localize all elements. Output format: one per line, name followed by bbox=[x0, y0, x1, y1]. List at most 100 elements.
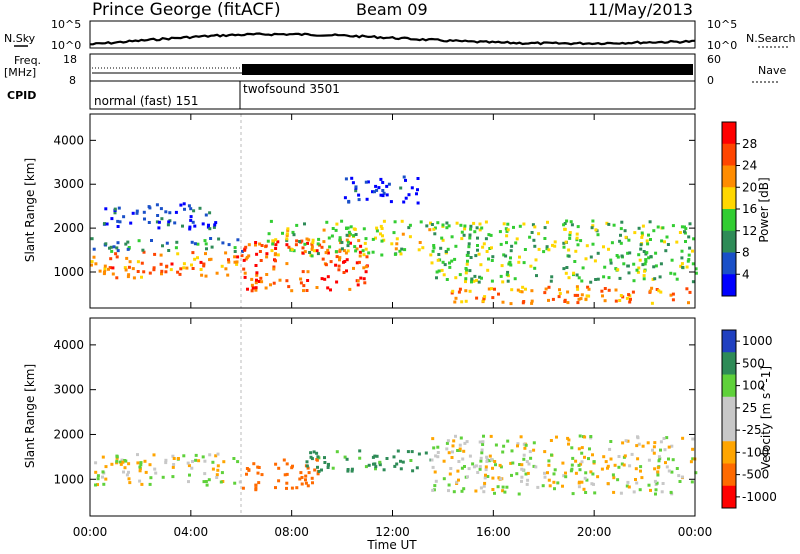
data-cell bbox=[316, 455, 320, 459]
data-cell bbox=[197, 459, 201, 463]
data-cell bbox=[530, 289, 534, 293]
data-cell bbox=[486, 268, 490, 272]
data-cell bbox=[216, 464, 220, 468]
data-cell bbox=[591, 453, 594, 457]
data-cell bbox=[689, 460, 693, 464]
data-cell bbox=[306, 241, 309, 245]
nave-tick-bottom: 0 bbox=[707, 74, 714, 87]
data-cell bbox=[401, 232, 405, 236]
data-cell bbox=[155, 203, 159, 207]
data-cell bbox=[354, 233, 358, 236]
data-cell bbox=[295, 223, 299, 227]
data-cell bbox=[290, 486, 294, 490]
data-cell bbox=[428, 228, 432, 232]
data-cell bbox=[457, 460, 461, 463]
data-cell bbox=[276, 253, 280, 257]
data-cell bbox=[432, 488, 436, 492]
data-cell bbox=[493, 491, 496, 495]
data-cell bbox=[321, 257, 325, 261]
data-cell bbox=[205, 483, 209, 487]
data-cell bbox=[312, 249, 316, 253]
data-cell bbox=[563, 222, 567, 225]
beam-title: Beam 09 bbox=[356, 0, 428, 19]
data-cell bbox=[587, 287, 591, 291]
data-cell bbox=[557, 295, 561, 299]
data-cell bbox=[176, 270, 180, 274]
data-cell bbox=[154, 471, 158, 475]
data-cell bbox=[665, 436, 669, 440]
data-cell bbox=[124, 459, 128, 463]
data-cell bbox=[316, 465, 319, 469]
data-cell bbox=[445, 441, 449, 445]
freq-tick-bottom: 8 bbox=[69, 74, 76, 87]
data-cell bbox=[687, 301, 690, 305]
colorbar-swatch bbox=[722, 209, 736, 232]
data-cell bbox=[460, 489, 464, 493]
data-cell bbox=[285, 462, 289, 466]
data-cell bbox=[547, 463, 551, 467]
data-cell bbox=[167, 249, 171, 252]
data-cell bbox=[436, 258, 440, 262]
data-cell bbox=[434, 454, 438, 458]
data-cell bbox=[241, 249, 244, 253]
data-cell bbox=[445, 447, 449, 451]
data-cell bbox=[299, 277, 303, 281]
data-cell bbox=[244, 257, 248, 261]
data-cell bbox=[346, 240, 350, 244]
data-cell bbox=[639, 465, 643, 469]
data-cell bbox=[649, 255, 653, 259]
data-cell bbox=[149, 476, 153, 480]
data-cell bbox=[257, 481, 261, 485]
data-cell bbox=[506, 228, 510, 232]
data-cell bbox=[322, 240, 326, 244]
data-cell bbox=[257, 466, 261, 469]
data-cell bbox=[188, 473, 191, 477]
data-cell bbox=[185, 266, 189, 270]
data-cell bbox=[589, 280, 593, 284]
data-cell bbox=[115, 455, 119, 459]
data-cell bbox=[639, 243, 643, 247]
data-cell bbox=[115, 459, 119, 463]
colorbar-tick-label: 16 bbox=[742, 202, 757, 216]
data-cell bbox=[694, 271, 698, 275]
data-cell bbox=[684, 240, 687, 243]
data-cell bbox=[141, 248, 145, 252]
data-cell bbox=[658, 275, 662, 279]
data-cell bbox=[475, 278, 478, 282]
data-cell bbox=[637, 266, 641, 270]
data-cell bbox=[638, 488, 642, 492]
data-cell bbox=[497, 476, 501, 480]
data-cell bbox=[579, 462, 583, 466]
data-cell bbox=[623, 229, 627, 233]
data-cell bbox=[345, 457, 349, 461]
data-cell bbox=[220, 471, 224, 475]
data-cell bbox=[364, 265, 368, 269]
data-cell bbox=[555, 435, 558, 439]
data-cell bbox=[633, 231, 637, 235]
data-cell bbox=[601, 294, 604, 298]
data-cell bbox=[358, 456, 362, 460]
data-cell bbox=[353, 245, 357, 249]
data-cell bbox=[330, 234, 334, 238]
data-cell bbox=[455, 221, 459, 225]
data-cell bbox=[252, 462, 256, 466]
data-cell bbox=[506, 279, 510, 283]
data-cell bbox=[329, 260, 333, 264]
data-cell bbox=[109, 257, 113, 261]
data-cell bbox=[547, 285, 551, 289]
data-cell bbox=[364, 247, 368, 251]
data-cell bbox=[478, 222, 482, 226]
data-cell bbox=[680, 256, 684, 260]
data-cell bbox=[547, 248, 551, 252]
data-cell bbox=[613, 463, 617, 467]
data-cell bbox=[470, 277, 474, 281]
data-cell bbox=[575, 285, 579, 289]
data-cell bbox=[570, 446, 574, 450]
data-cell bbox=[532, 238, 536, 242]
data-cell bbox=[651, 448, 654, 452]
data-cell bbox=[497, 292, 500, 296]
data-cell bbox=[171, 454, 175, 458]
data-cell bbox=[632, 490, 636, 494]
data-cell bbox=[577, 463, 581, 467]
